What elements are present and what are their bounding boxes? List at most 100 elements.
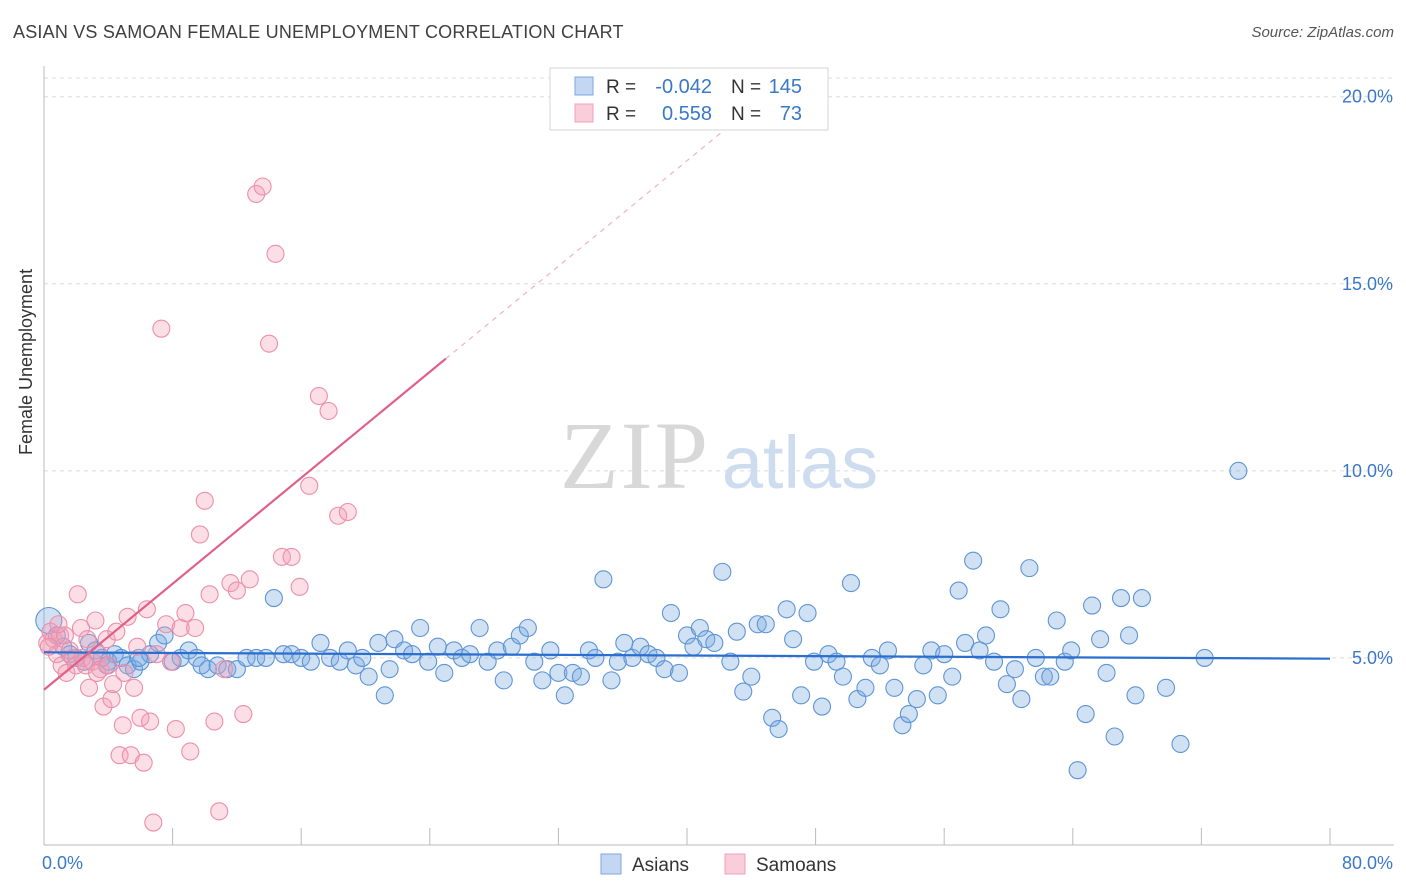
asian-point xyxy=(346,656,365,675)
asian-point xyxy=(734,682,753,701)
samoan-stats-swatch xyxy=(574,103,594,123)
samoan-point xyxy=(128,637,147,656)
asian-point xyxy=(997,675,1016,694)
asian-point xyxy=(690,618,709,638)
asian-point xyxy=(264,589,283,608)
samoan-point xyxy=(134,753,153,772)
asian-point xyxy=(1171,734,1190,754)
tick-labels: 5.0% 10.0% 15.0% 20.0% 0.0% 80.0% xyxy=(42,87,1393,873)
samoan-point xyxy=(210,802,229,821)
asian-point xyxy=(1034,667,1053,686)
samoan-point xyxy=(152,319,171,338)
asian-point xyxy=(899,704,918,724)
samoan-point xyxy=(195,491,214,510)
asian-point xyxy=(353,648,372,667)
asian-point xyxy=(1068,761,1087,780)
asian-point xyxy=(804,652,824,671)
asian-point xyxy=(763,708,782,727)
samoan-point xyxy=(71,618,91,638)
samoan-point xyxy=(78,630,97,649)
samoan-point xyxy=(234,704,253,724)
asian-point xyxy=(943,667,962,686)
samoan-point xyxy=(181,742,200,761)
samoan-point xyxy=(87,663,107,682)
asian-point xyxy=(984,652,1004,671)
asian-point xyxy=(1156,678,1176,697)
samoan-point xyxy=(147,645,166,664)
asian-point xyxy=(769,719,788,739)
legend: Asians Samoans xyxy=(600,853,836,876)
asian-point xyxy=(893,716,912,735)
asian-point xyxy=(1120,626,1139,645)
x-tick-label: 80.0% xyxy=(1342,853,1393,873)
asian-point xyxy=(594,570,613,589)
asian-point xyxy=(1091,630,1110,649)
source-credit: Source: ZipAtlas.com xyxy=(1251,24,1394,41)
stats-n-value: 145 xyxy=(769,76,802,98)
asian-point xyxy=(721,652,740,671)
samoan-point xyxy=(329,506,348,525)
stats-r-value: 0.558 xyxy=(662,103,712,125)
asian-point xyxy=(124,660,144,679)
asian-point xyxy=(1020,559,1039,578)
samoan-point xyxy=(300,476,319,495)
samoan-point xyxy=(51,626,70,645)
x-tick-label: 0.0% xyxy=(42,853,83,873)
asian-point xyxy=(256,648,275,667)
asian-point xyxy=(375,686,394,705)
asian-point xyxy=(1097,663,1116,682)
samoan-point xyxy=(272,547,291,566)
samoan-point xyxy=(144,813,163,832)
asian-point xyxy=(192,656,211,675)
y-tick-label: 20.0% xyxy=(1342,87,1393,107)
samoan-point xyxy=(124,678,144,697)
samoan-point xyxy=(39,637,58,656)
samoan-point xyxy=(319,401,338,421)
asian-point xyxy=(1041,667,1060,686)
stats-box: R = -0.042 N = 145 R = 0.558 N = 73 xyxy=(549,67,829,131)
asian-point xyxy=(494,671,513,690)
asian-point xyxy=(661,603,680,623)
samoan-point xyxy=(102,690,121,709)
samoan-point xyxy=(253,177,272,196)
samoan-point xyxy=(309,386,328,406)
samoan-point xyxy=(200,585,219,604)
samoan-points xyxy=(38,177,357,832)
samoan-point xyxy=(115,663,134,682)
asian-point xyxy=(784,630,803,649)
samoan-point xyxy=(137,600,156,619)
samoan-point xyxy=(338,502,357,522)
samoan-point xyxy=(214,660,234,679)
asian-point xyxy=(812,697,832,716)
samoan-point xyxy=(190,525,209,544)
y-tick-label: 15.0% xyxy=(1342,274,1393,294)
samoan-point xyxy=(118,607,137,626)
asian-point xyxy=(380,660,399,679)
asian-point xyxy=(705,633,724,653)
watermark-zip: ZIP xyxy=(560,402,710,509)
stats-box-frame xyxy=(549,67,829,131)
asian-point xyxy=(602,671,621,690)
samoan-point xyxy=(282,547,301,566)
y-tick-label: 10.0% xyxy=(1342,461,1393,481)
asian-point xyxy=(827,652,846,671)
asian-point xyxy=(777,600,796,619)
samoan-regression-extension xyxy=(445,107,752,360)
asian-point xyxy=(856,678,875,697)
asian-point xyxy=(1047,611,1066,630)
asian-point xyxy=(541,641,560,660)
asian-point xyxy=(369,633,388,653)
watermark-atlas: atlas xyxy=(722,421,878,504)
legend-asians-swatch xyxy=(600,853,622,875)
samoan-point xyxy=(205,712,224,731)
asian-point xyxy=(1126,686,1145,705)
asian-point xyxy=(756,615,775,634)
stats-n-label: N = xyxy=(731,104,761,125)
asian-point xyxy=(655,660,674,679)
stats-r-label: R = xyxy=(606,104,636,125)
legend-samoans-swatch xyxy=(724,853,746,875)
asian-point xyxy=(1229,461,1248,480)
asian-stats-swatch xyxy=(574,76,594,96)
watermark: ZIP atlas xyxy=(560,402,878,509)
